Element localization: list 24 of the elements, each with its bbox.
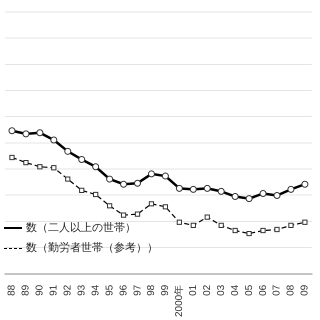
x-tick-label: 96: [118, 284, 130, 296]
x-tick-label: 95: [104, 284, 116, 296]
x-tick-label: 02: [202, 284, 213, 296]
x-tick-label: 88: [6, 284, 18, 296]
x-tick-label: 03: [216, 284, 227, 296]
x-tick-label: 90: [34, 284, 46, 296]
x-tick-label: 08: [286, 284, 297, 296]
legend-label: 数（勤労者世帯（参考））: [26, 240, 158, 256]
x-tick-label: 07: [272, 284, 283, 296]
x-tick-label: 01: [188, 284, 200, 296]
x-tick-label: 93: [76, 284, 88, 296]
x-tick-label: 2000年: [173, 284, 186, 318]
x-tick-label: 06: [258, 284, 269, 296]
x-tick-label: 89: [20, 284, 32, 296]
x-tick-label: 05: [244, 284, 255, 296]
x-tick-label: 97: [132, 284, 144, 296]
x-tick-label: 94: [90, 284, 102, 296]
x-tick-label: 04: [230, 284, 241, 296]
x-tick-label: 91: [48, 284, 60, 296]
x-tick-label: 99: [160, 284, 172, 296]
x-tick-label: 92: [62, 284, 74, 296]
legend-label: 数（二人以上の世帯）: [26, 220, 136, 236]
x-tick-label: 09: [300, 284, 311, 296]
x-tick-label: 98: [146, 284, 158, 296]
